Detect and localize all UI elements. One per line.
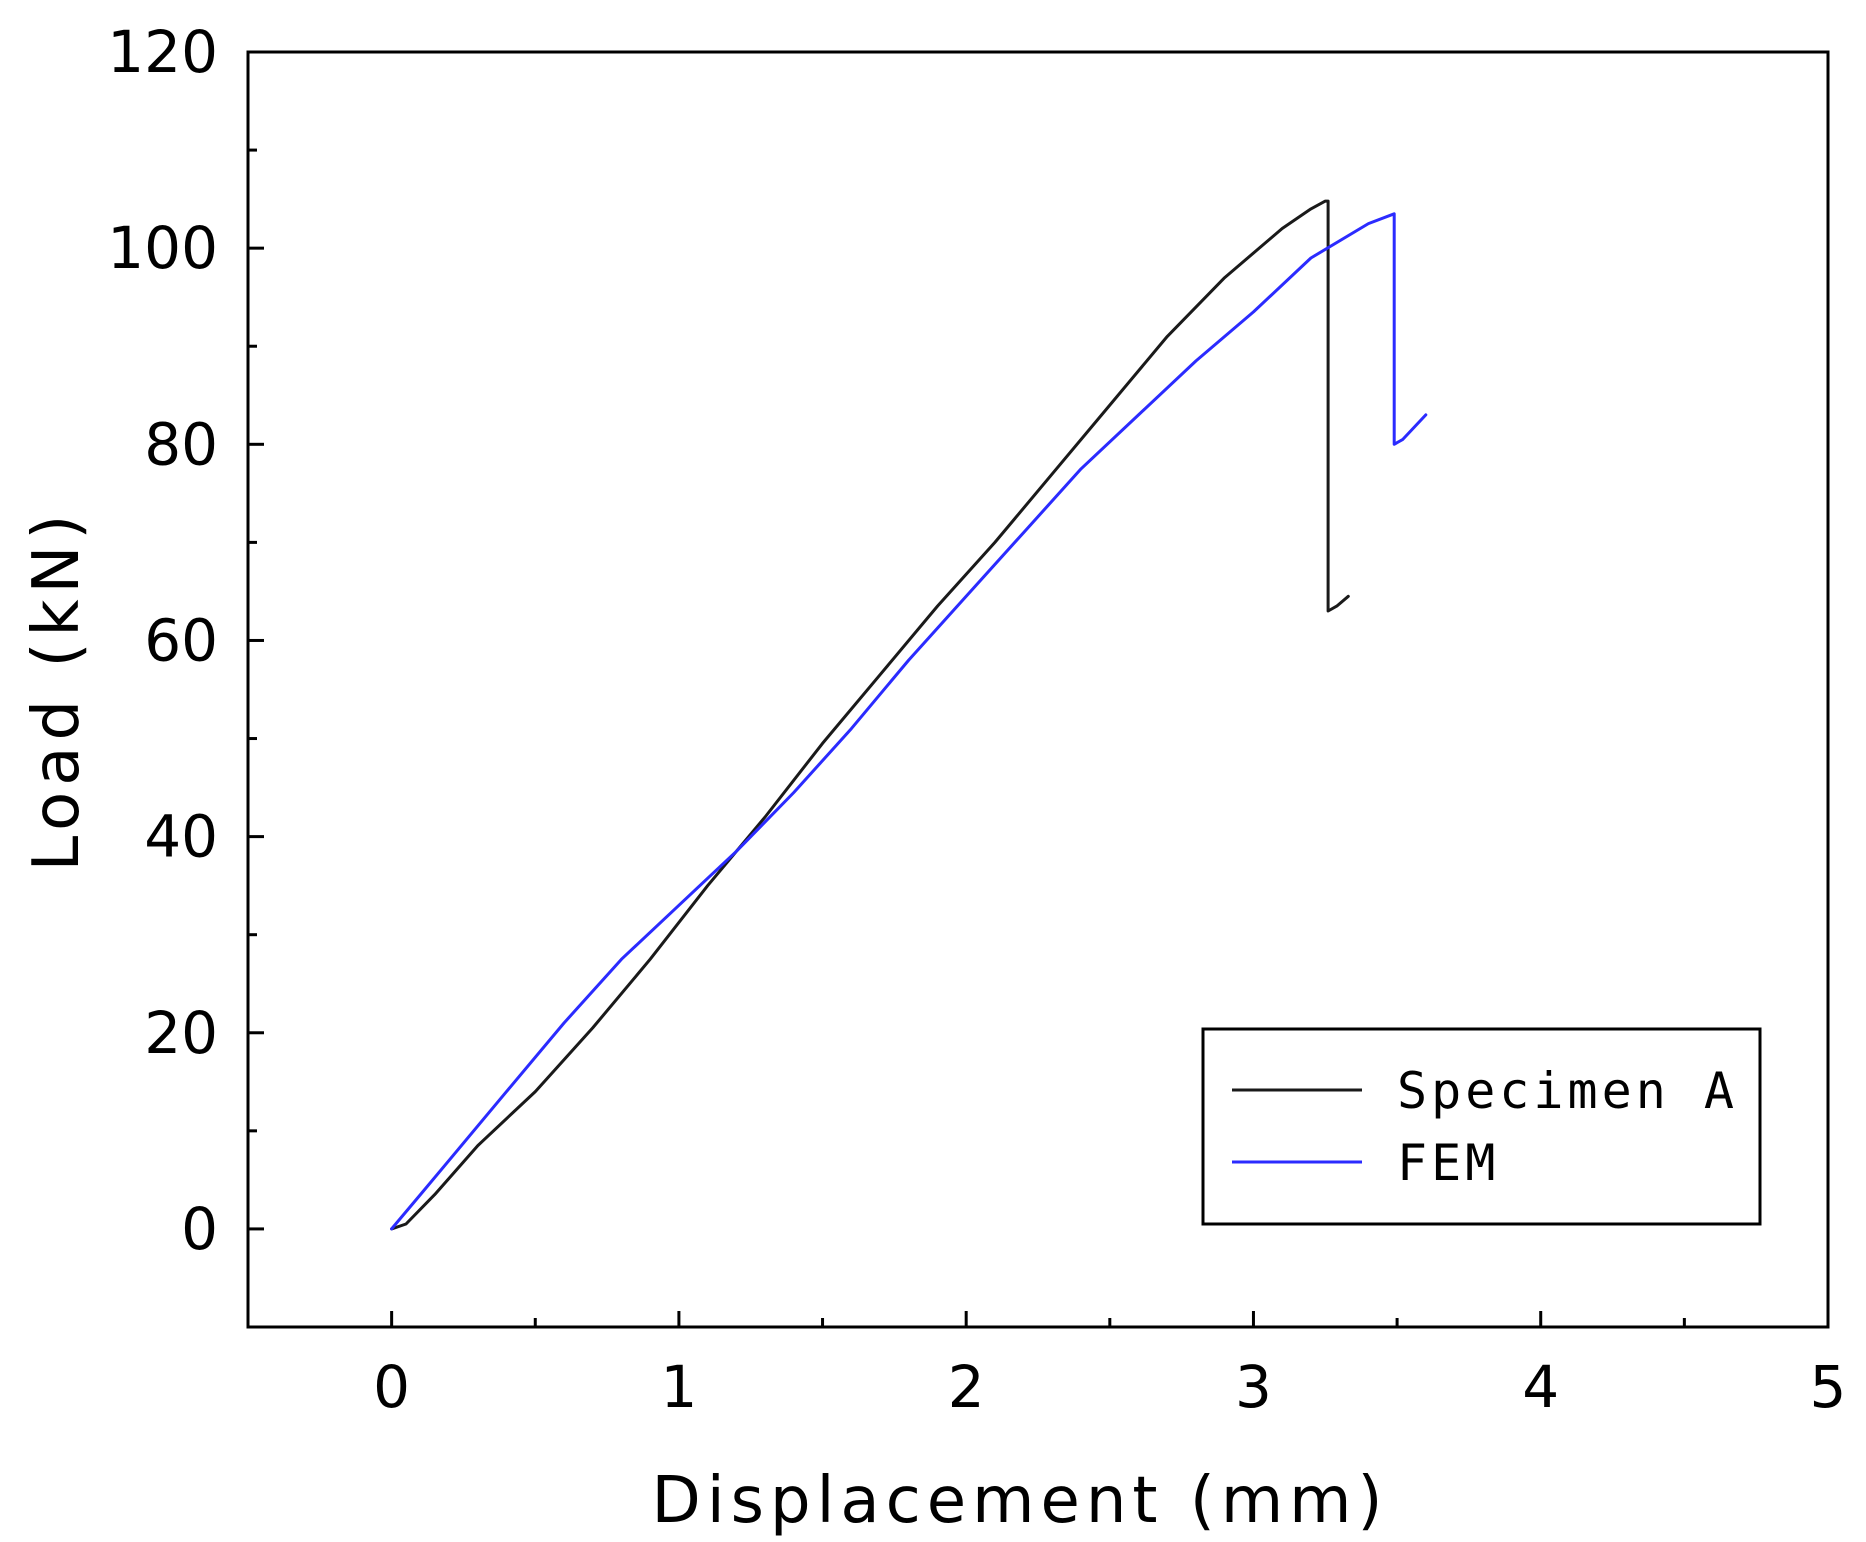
- y-tick-label: 120: [107, 18, 218, 86]
- series-layer: [390, 199, 1428, 1231]
- y-tick-label: 20: [144, 999, 218, 1067]
- x-tick-label: 2: [948, 1353, 985, 1421]
- x-axis-title: Displacement (mm): [652, 1464, 1389, 1538]
- plot-area-frame: [246, 50, 1830, 1329]
- legend-label-specimen-a: Specimen A: [1397, 1062, 1738, 1120]
- x-tick-label: 4: [1522, 1353, 1559, 1421]
- legend: Specimen A FEM: [1201, 1027, 1762, 1226]
- axis-ticks: [246, 50, 1830, 1329]
- axis-tick-labels: 0 1 2 3 4 5 0 20 40 60 80 100 120: [107, 18, 1846, 1421]
- series-line-specimen-a: [390, 199, 1350, 1231]
- legend-box: [1201, 1027, 1762, 1226]
- y-axis-title: Load (kN): [20, 509, 94, 872]
- legend-label-fem: FEM: [1397, 1134, 1499, 1192]
- x-tick-label: 3: [1235, 1353, 1272, 1421]
- y-tick-label: 100: [107, 214, 218, 282]
- y-tick-label: 40: [144, 803, 218, 871]
- x-tick-label: 1: [660, 1353, 697, 1421]
- y-tick-label: 80: [144, 410, 218, 478]
- series-line-fem: [390, 212, 1428, 1231]
- y-tick-label: 60: [144, 606, 218, 674]
- x-tick-label: 5: [1810, 1353, 1847, 1421]
- x-tick-label: 0: [373, 1353, 410, 1421]
- y-tick-label: 0: [181, 1195, 218, 1263]
